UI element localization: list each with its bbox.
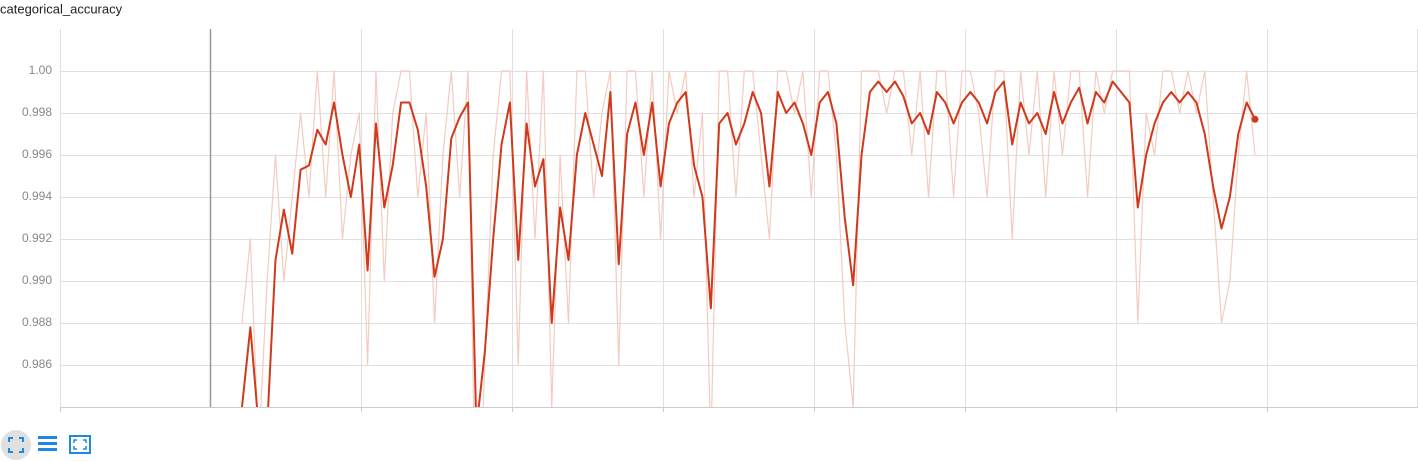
chart-title: categorical_accuracy: [0, 1, 123, 16]
smoothed-line: [241, 80, 1256, 407]
plot-area: [241, 70, 1256, 407]
raw-line: [241, 70, 1256, 407]
y-tick-label: 0.986: [22, 357, 52, 371]
y-tick-label: 0.988: [22, 315, 52, 329]
y-tick-label: 0.992: [22, 231, 52, 245]
fit-domain-button[interactable]: [1, 430, 31, 460]
y-tick-label: 0.994: [22, 189, 52, 203]
y-tick-label: 1.00: [29, 63, 53, 77]
toggle-log-button[interactable]: [38, 436, 57, 451]
y-tick-label: 0.990: [22, 273, 52, 287]
y-tick-label: 0.998: [22, 105, 52, 119]
last-point: [1251, 115, 1259, 123]
y-tick-label: 0.996: [22, 147, 52, 161]
expand-button[interactable]: [69, 435, 91, 454]
